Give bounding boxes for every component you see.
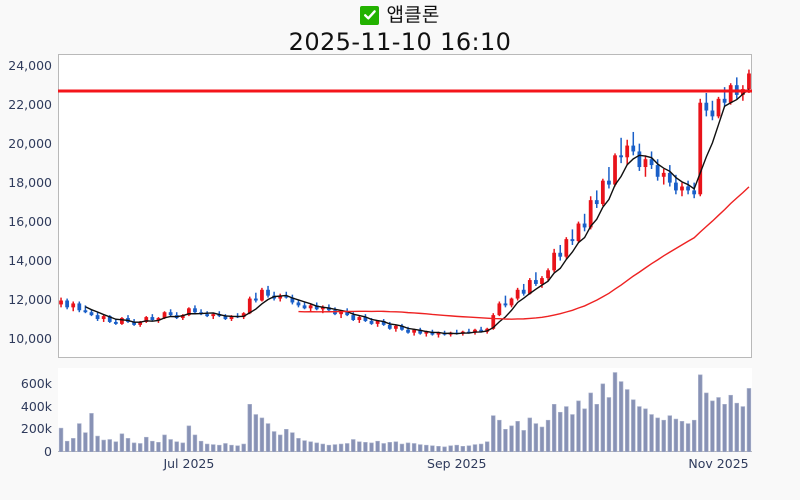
green-check-icon bbox=[360, 5, 380, 25]
volume-tick-label: 600k bbox=[20, 375, 52, 391]
price-tick-label: 24,000 bbox=[8, 57, 52, 73]
price-tick-label: 14,000 bbox=[8, 252, 52, 268]
x-tick-label: Sep 2025 bbox=[427, 456, 487, 471]
chart-title-row: 앱클론 bbox=[0, 2, 800, 28]
price-chart-panel bbox=[58, 54, 752, 358]
page-title: 앱클론 bbox=[386, 4, 440, 26]
volume-tick-label: 400k bbox=[20, 398, 52, 414]
volume-tick-label: 200k bbox=[20, 421, 52, 437]
x-tick-label: Jul 2025 bbox=[163, 456, 215, 471]
price-tick-label: 12,000 bbox=[8, 291, 52, 307]
volume-chart-panel bbox=[58, 368, 752, 452]
price-tick-label: 18,000 bbox=[8, 174, 52, 190]
price-tick-label: 20,000 bbox=[8, 135, 52, 151]
price-tick-label: 10,000 bbox=[8, 330, 52, 346]
price-tick-label: 22,000 bbox=[8, 96, 52, 112]
x-tick-label: Nov 2025 bbox=[688, 456, 749, 471]
chart-subtitle-row: 2025-11-10 16:10 bbox=[0, 28, 800, 58]
volume-tick-label: 0 bbox=[44, 444, 52, 459]
price-tick-label: 16,000 bbox=[8, 213, 52, 229]
timestamp-label: 2025-11-10 16:10 bbox=[288, 28, 512, 56]
